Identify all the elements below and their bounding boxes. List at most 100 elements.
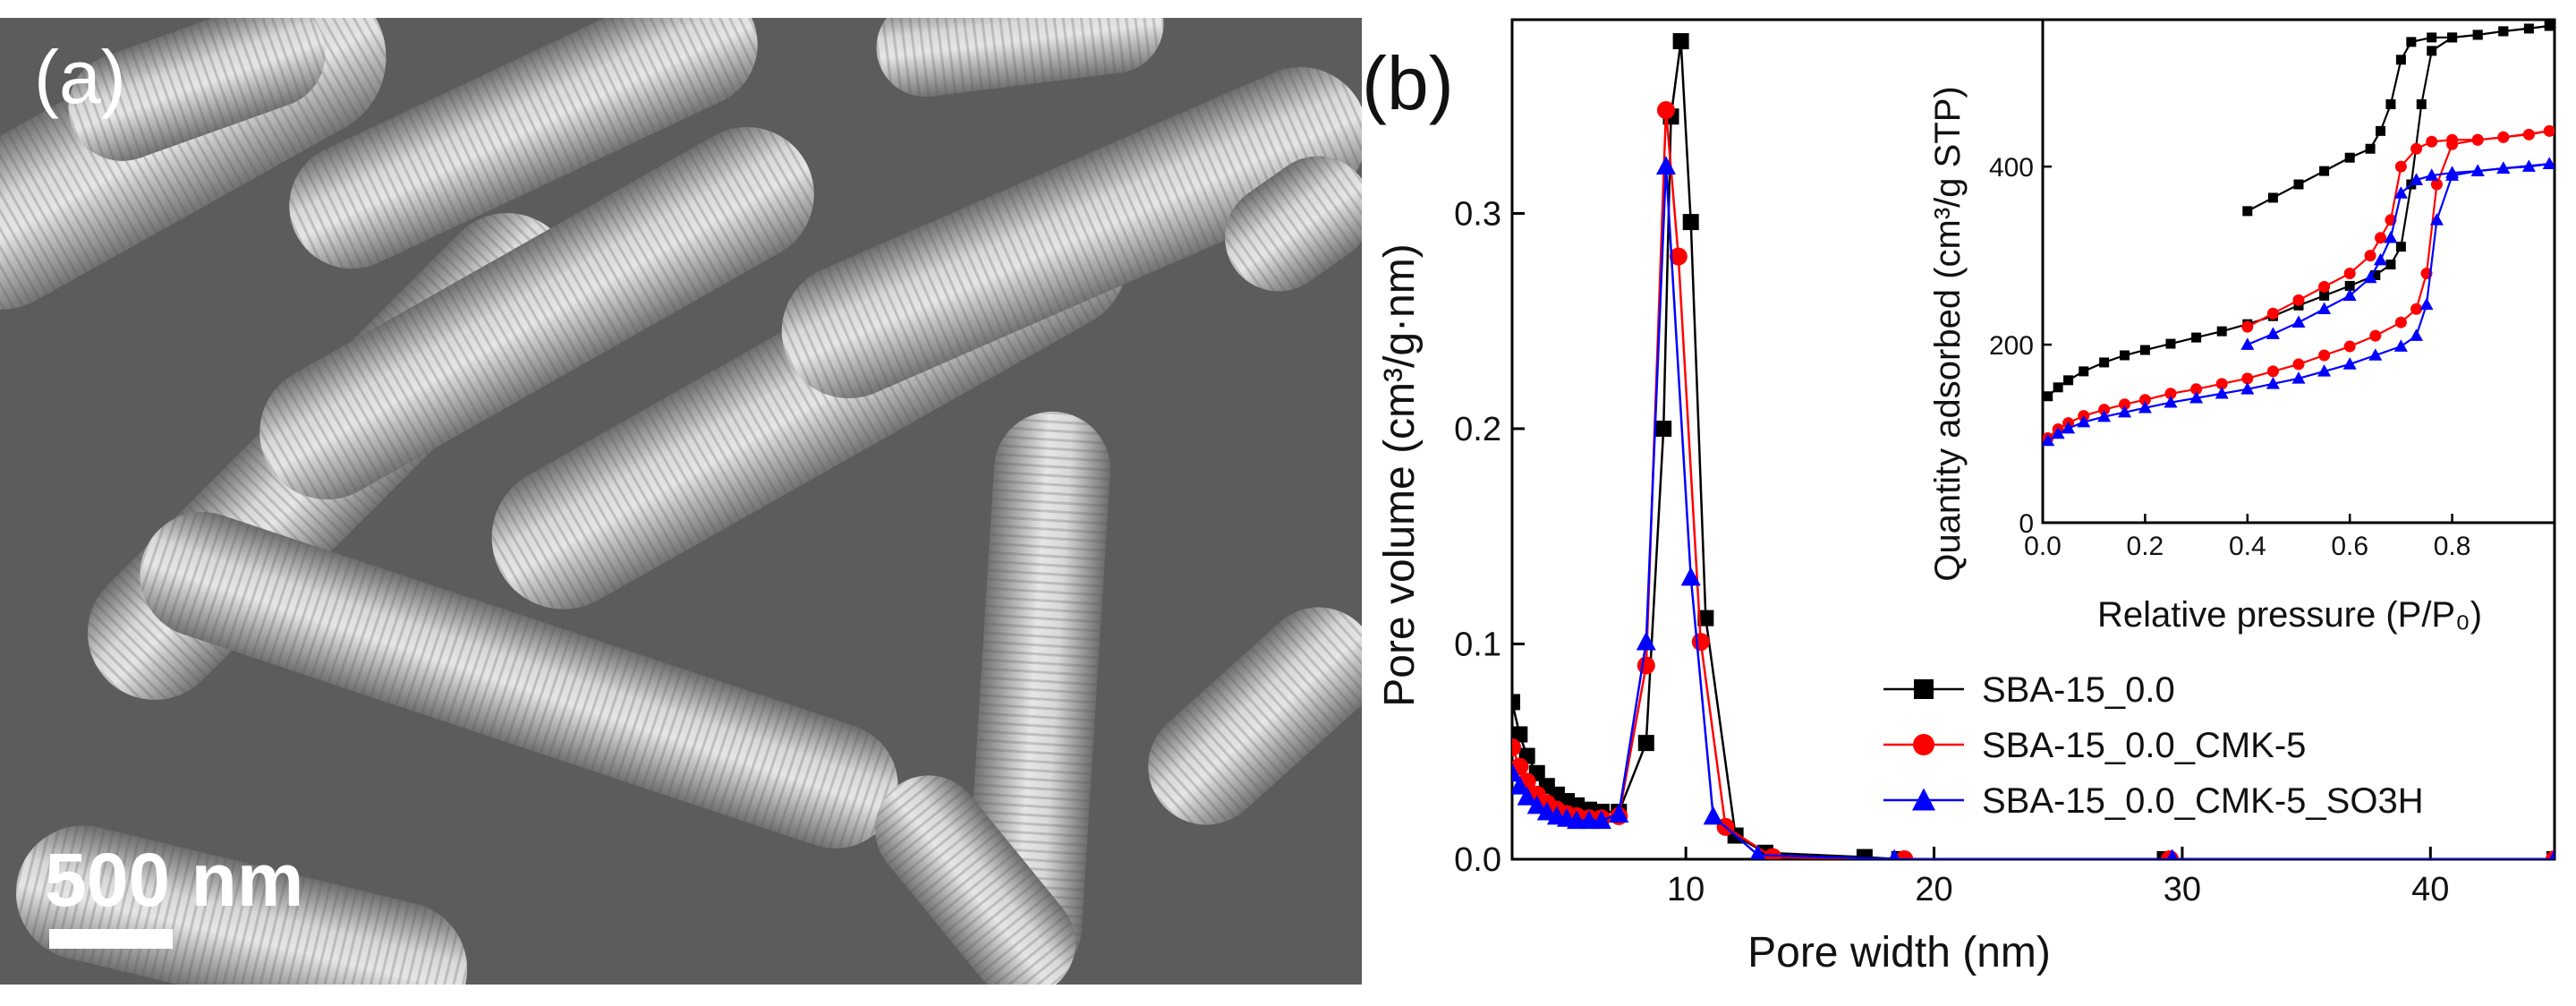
inset-data-point (2496, 161, 2511, 174)
legend-item-2: SBA-15_0.0_CMK-5_SO3H (1883, 781, 2424, 821)
inset-x-tick-label: 0.4 (2229, 532, 2266, 561)
data-point (1895, 850, 1914, 859)
main-series (1512, 33, 2555, 859)
sem-rod (1225, 156, 1362, 292)
inset-data-point (2384, 230, 2398, 243)
inset-data-point (2364, 250, 2376, 262)
inset-data-point (2375, 232, 2387, 244)
inset-data-point (2216, 326, 2227, 337)
inset-data-point (2138, 400, 2152, 413)
x-tick-label: 30 (2164, 871, 2201, 908)
inset-data-point (2165, 338, 2176, 349)
inset-series-2 (2043, 157, 2555, 447)
data-point (1512, 694, 1520, 711)
inset-data-point (2393, 186, 2408, 199)
data-point (1750, 844, 1766, 859)
inset-data-point (2543, 124, 2555, 137)
data-point (2548, 848, 2555, 859)
pore-size-chart: 10 20 30 40 0.0 0.1 0.2 0.3 Pore width (nm) Pore … (1376, 18, 2556, 976)
inset-data-point (2370, 269, 2381, 280)
inset-data-point (2062, 421, 2076, 434)
data-point (1591, 810, 1611, 830)
inset-data-point (2051, 426, 2065, 439)
inset-data-point (2079, 366, 2089, 377)
inset-series-1 (2043, 124, 2555, 445)
data-point (1609, 804, 1629, 823)
inset-data-point (2342, 288, 2357, 302)
isotherm-inset-chart: 0.0 0.2 0.4 0.6 0.8 0 200 400 Relative pressure … (1928, 18, 2556, 635)
inset-x-tick-label: 0.8 (2434, 532, 2471, 561)
inset-frame (2041, 18, 2556, 524)
legend-marker (1912, 788, 1935, 811)
data-point (1682, 214, 1699, 231)
inset-data-point (2447, 32, 2458, 43)
inset-data-point (2215, 386, 2229, 399)
data-point (1512, 775, 1530, 795)
y-tick-label: 0.0 (1454, 841, 1501, 879)
x-axis-title: Pore width (nm) (1747, 929, 2051, 976)
inset-data-point (2317, 302, 2332, 315)
inset-data-point (2291, 371, 2306, 384)
data-point (2166, 848, 2178, 859)
inset-data-point (2077, 414, 2091, 428)
data-point (1703, 806, 1723, 825)
inset-data-point (2118, 405, 2132, 418)
panel-b-label: (b) (1362, 41, 1454, 125)
inset-y-tick-label: 400 (1989, 153, 2034, 183)
inset-data-point (2446, 133, 2459, 146)
data-point (1655, 156, 1676, 175)
inset-data-point (2369, 329, 2382, 342)
inset-data-point (2472, 30, 2483, 40)
inset-data-point (2406, 37, 2417, 47)
inset-data-point (2498, 26, 2509, 37)
inset-y-tick-label: 0 (2019, 509, 2034, 539)
data-point (1856, 848, 1873, 859)
inset-data-point (2189, 390, 2204, 404)
data-point (1691, 633, 1710, 652)
inset-data-point (2365, 143, 2376, 154)
data-point (1567, 810, 1587, 830)
data-point (1637, 656, 1655, 675)
inset-data-point (2410, 173, 2424, 185)
inset-data-point (2191, 332, 2202, 343)
inset-data-point (2544, 21, 2555, 31)
data-point (1517, 786, 1537, 806)
inset-data-point (2395, 242, 2406, 252)
inset-data-point (2266, 307, 2279, 320)
inset-data-point (2318, 280, 2331, 293)
sem-rod (1148, 607, 1362, 825)
inset-data-point (2138, 394, 2151, 406)
inset-data-point (2139, 345, 2150, 355)
inset-data-point (2416, 98, 2427, 109)
inset-data-point (2164, 388, 2177, 400)
inset-data-point (2319, 166, 2330, 176)
inset-data-point (2267, 192, 2278, 203)
inset-data-point (2445, 166, 2460, 178)
x-tick-label: 20 (1915, 871, 1952, 908)
data-point (1669, 247, 1688, 266)
inset-data-point (2427, 46, 2437, 56)
inset-series (2043, 21, 2555, 447)
inset-x-tick-label: 0.2 (2127, 532, 2164, 561)
inset-data-point (2363, 270, 2377, 284)
inset-data-point (2374, 252, 2388, 266)
inset-data-point (2394, 160, 2407, 173)
series-2 (1512, 156, 2555, 859)
panel-a-label: (a) (34, 35, 126, 119)
inset-data-point (2317, 364, 2332, 377)
inset-data-point (2344, 152, 2355, 163)
sem-rod (781, 66, 1362, 399)
inset-data-point (2385, 98, 2396, 109)
legend-marker (1914, 679, 1934, 699)
inset-data-point (2164, 395, 2178, 408)
inset-data-point (2343, 267, 2356, 279)
inset-data-point (2266, 327, 2280, 339)
inset-data-point (2120, 350, 2130, 361)
scale-bar-label: 500 nm (45, 838, 304, 922)
inset-data-point (2119, 398, 2131, 411)
sem-rod (874, 775, 1076, 985)
inset-data-point (2215, 378, 2228, 390)
inset-data-point (2344, 280, 2355, 291)
inset-data-point (2410, 303, 2423, 315)
inset-data-point (2190, 383, 2203, 396)
